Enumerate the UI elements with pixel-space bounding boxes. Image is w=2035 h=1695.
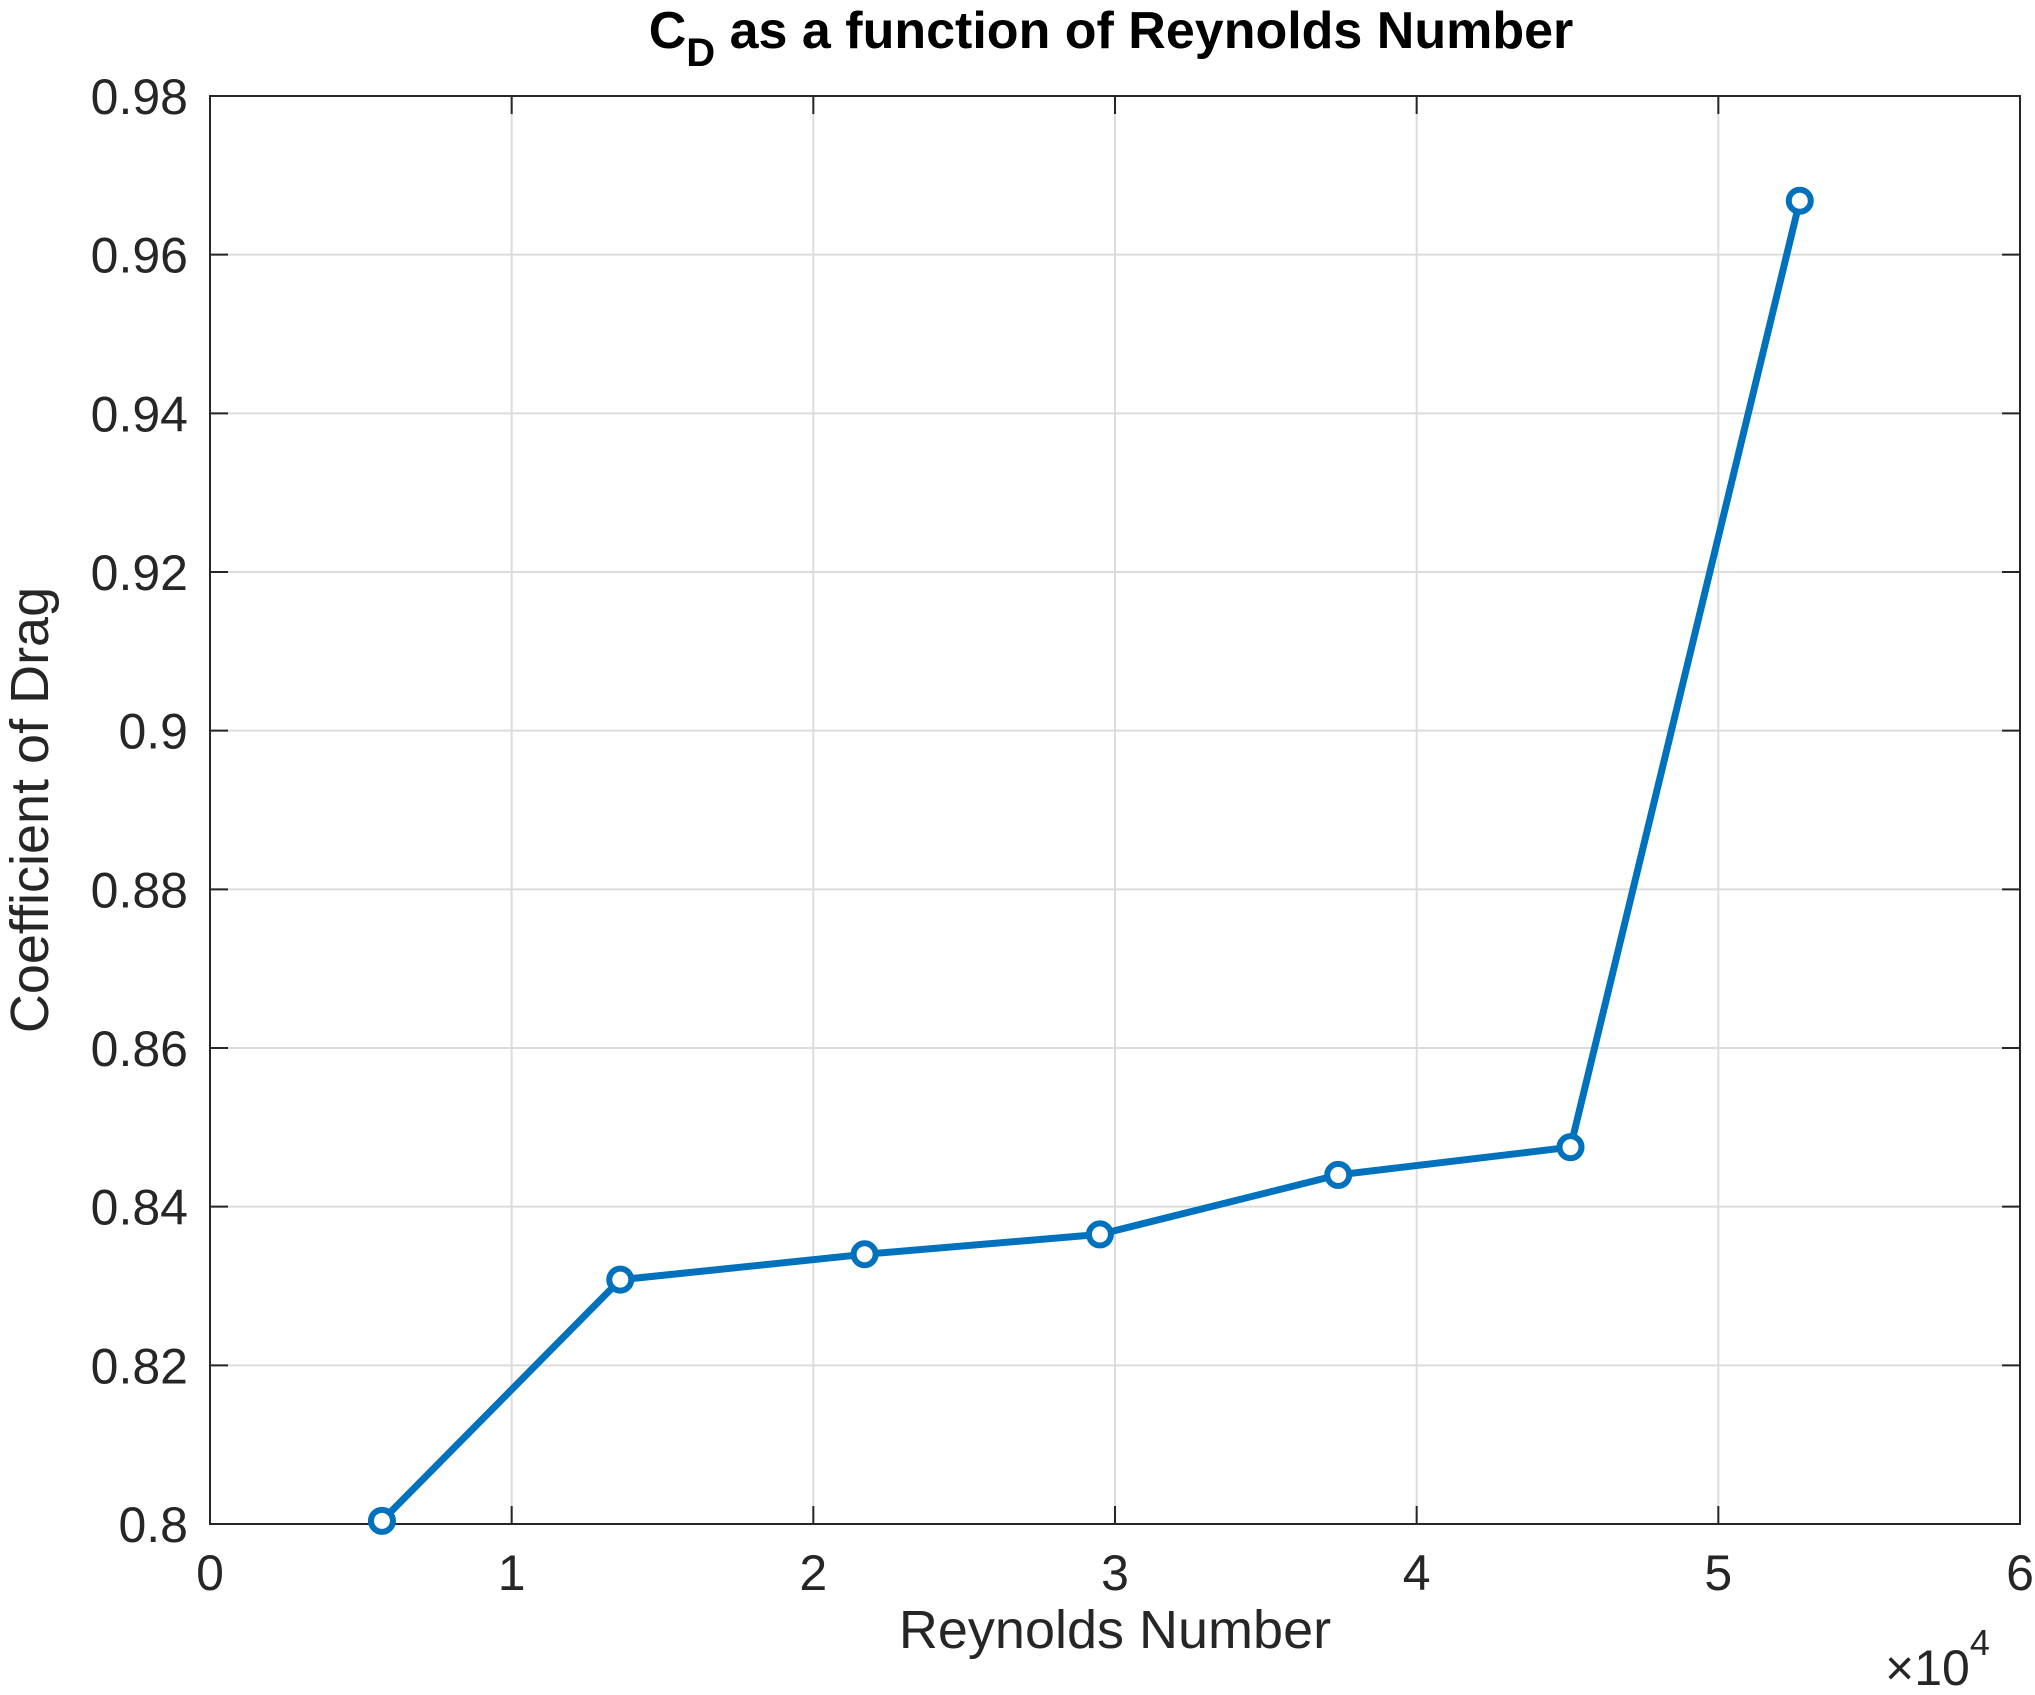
x-tick-label: 0 [196, 1545, 224, 1601]
y-tick-labels: 0.8 0.82 0.84 0.86 0.88 0.9 0.92 0.94 0.96 0.98 [91, 69, 188, 1553]
y-tick-label: 0.86 [91, 1021, 188, 1077]
x-tick-label: 6 [2006, 1545, 2034, 1601]
data-point-marker [606, 1265, 635, 1294]
y-tick-label: 0.96 [91, 228, 188, 284]
data-point-marker [1324, 1160, 1353, 1189]
chart-title-rest: as a function of Reynolds Number [715, 2, 1573, 60]
y-tick-label: 0.98 [91, 69, 188, 125]
x-tick-label: 3 [1101, 1545, 1129, 1601]
data-point-marker [367, 1506, 396, 1535]
x-axis-label: Reynolds Number [899, 1600, 1331, 1660]
x-exponent-base: ×10 [1885, 1640, 1970, 1695]
y-axis-label: Coefficient of Drag [0, 587, 60, 1033]
x-tick-label: 2 [799, 1545, 827, 1601]
data-point-marker [1085, 1220, 1114, 1249]
x-tick-label: 5 [1704, 1545, 1732, 1601]
data-point-marker [1785, 186, 1814, 215]
data-point-marker [850, 1240, 879, 1269]
x-exponent-power: 4 [1970, 1622, 1990, 1663]
x-tick-labels: 0 1 2 3 4 5 6 [196, 1545, 2034, 1601]
x-tick-label: 4 [1403, 1545, 1431, 1601]
x-exponent-multiplier: ×104 [1885, 1622, 1990, 1695]
plot-box [209, 95, 2021, 1525]
y-tick-label: 0.9 [118, 704, 188, 760]
y-tick-label: 0.88 [91, 862, 188, 918]
chart-title-main: C [649, 2, 687, 60]
x-tick-label: 1 [498, 1545, 526, 1601]
y-tick-label: 0.84 [91, 1180, 188, 1236]
data-point-marker [1556, 1133, 1585, 1162]
data-series [367, 186, 1814, 1535]
chart-title: CD as a function of Reynolds Number [649, 2, 1574, 75]
y-tick-label: 0.92 [91, 545, 188, 601]
y-tick-label: 0.82 [91, 1338, 188, 1394]
y-tick-label: 0.94 [91, 386, 188, 442]
y-tick-label: 0.8 [118, 1497, 188, 1553]
chart-title-subscript: D [686, 31, 715, 75]
